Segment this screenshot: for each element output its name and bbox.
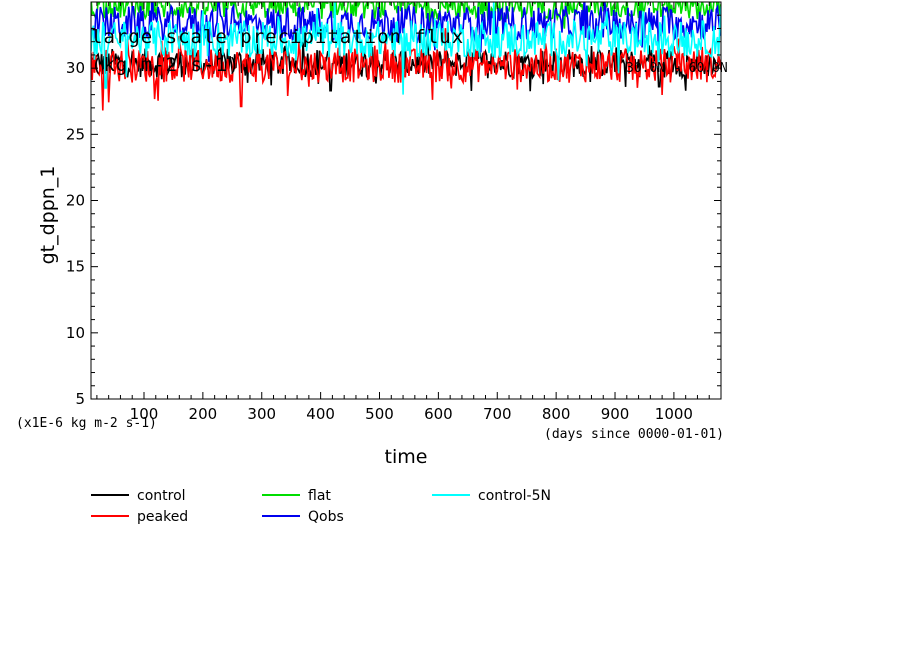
- y-tick-label: 20: [66, 192, 85, 210]
- series-line-control-5n: [91, 2, 721, 95]
- latitude-range-label: 30.0N - 60.0N: [626, 61, 728, 76]
- series-line-peaked: [91, 28, 721, 111]
- chart-title: large scale precipitation flux: [91, 26, 464, 48]
- ticks-layer: 5 10 15 20 25 30 100 200 300 400 500 600 700 800 900 10…: [66, 1, 722, 423]
- x-tick-label: 900: [601, 405, 630, 423]
- legend-label-control-5n: control-5N: [478, 488, 551, 504]
- x-tick-label: 800: [542, 405, 571, 423]
- x-tick-label: 500: [365, 405, 394, 423]
- x-tick-label: 300: [247, 405, 276, 423]
- x-tick-label: 100: [130, 405, 159, 423]
- legend: control peaked flat Qobs control-5N: [91, 488, 551, 525]
- series-line-qobs: [91, 2, 721, 62]
- y-tick-label: 10: [66, 324, 85, 342]
- x-tick-label: 600: [424, 405, 453, 423]
- chart-units: (kg m-2 s-1): [91, 54, 240, 76]
- x-tick-label: 700: [483, 405, 512, 423]
- x-tick-label: 400: [306, 405, 335, 423]
- x-axis-label: time: [385, 446, 428, 468]
- y-tick-label: 5: [75, 390, 85, 408]
- legend-label-flat: flat: [308, 488, 331, 504]
- x-tick-label: 200: [189, 405, 218, 423]
- y-scale-note: (x1E-6 kg m-2 s-1): [16, 416, 157, 431]
- y-tick-label: 25: [66, 125, 85, 143]
- legend-label-control: control: [137, 488, 186, 504]
- y-tick-label: 15: [66, 258, 85, 276]
- series-layer: [91, 2, 721, 111]
- y-axis-label: gt_dppn_1: [37, 166, 59, 265]
- y-tick-label: 30: [66, 59, 85, 77]
- legend-label-qobs: Qobs: [308, 509, 344, 525]
- x-tick-label: 1000: [655, 405, 693, 423]
- x-unit-note: (days since 0000-01-01): [544, 427, 724, 442]
- legend-label-peaked: peaked: [137, 509, 188, 525]
